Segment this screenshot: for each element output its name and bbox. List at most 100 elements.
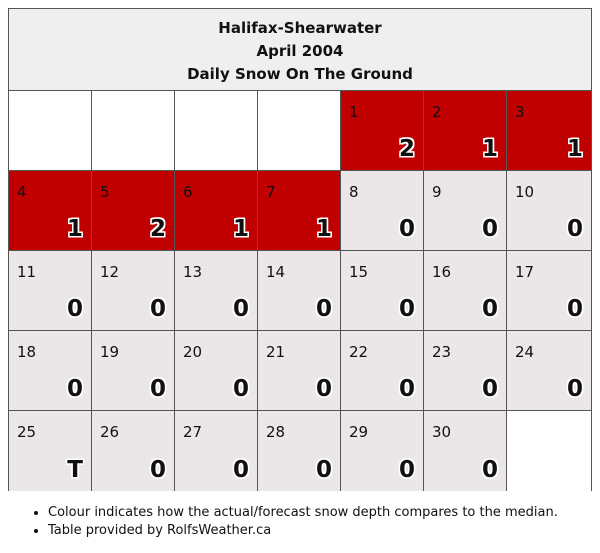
day-number: 15 bbox=[349, 263, 369, 281]
snow-depth-value: 0 bbox=[66, 376, 83, 402]
day-cell: 17 0 bbox=[507, 251, 591, 331]
empty-day-cell bbox=[9, 91, 92, 171]
empty-day-cell bbox=[92, 91, 175, 171]
day-number: 11 bbox=[17, 263, 37, 281]
day-number: 17 bbox=[515, 263, 535, 281]
calendar-grid: 1 2 2 1 3 1 4 1 5 2 6 1 7 1 8 0 9 0 10 0 11 0 12 0 13 0 14 0 15 0 16 0 1… bbox=[9, 90, 591, 491]
snow-depth-value: 0 bbox=[232, 376, 249, 402]
day-cell: 18 0 bbox=[9, 331, 92, 411]
empty-day-cell bbox=[258, 91, 341, 171]
day-number: 5 bbox=[100, 183, 110, 201]
snow-depth-value: 1 bbox=[481, 136, 498, 162]
note-item: Table provided by RolfsWeather.ca bbox=[48, 522, 558, 540]
day-number: 24 bbox=[515, 343, 535, 361]
day-cell: 12 0 bbox=[92, 251, 175, 331]
snow-depth-value: 0 bbox=[66, 296, 83, 322]
day-number: 7 bbox=[266, 183, 276, 201]
snow-depth-value: 0 bbox=[149, 457, 166, 483]
day-number: 22 bbox=[349, 343, 369, 361]
day-number: 28 bbox=[266, 423, 286, 441]
notes-list: Colour indicates how the actual/forecast… bbox=[30, 504, 558, 540]
snow-depth-value: 0 bbox=[398, 376, 415, 402]
day-cell: 20 0 bbox=[175, 331, 258, 411]
station-name: Halifax-Shearwater bbox=[218, 19, 382, 37]
day-number: 4 bbox=[17, 183, 27, 201]
snow-depth-value: 2 bbox=[149, 216, 166, 242]
day-number: 3 bbox=[515, 103, 525, 121]
day-cell: 23 0 bbox=[424, 331, 507, 411]
metric-title: Daily Snow On The Ground bbox=[187, 65, 413, 83]
snow-depth-value: 0 bbox=[566, 216, 583, 242]
day-cell: 10 0 bbox=[507, 171, 591, 251]
day-number: 8 bbox=[349, 183, 359, 201]
day-cell: 24 0 bbox=[507, 331, 591, 411]
snow-depth-value: 0 bbox=[566, 296, 583, 322]
table-header: Halifax-Shearwater April 2004 Daily Snow… bbox=[9, 9, 591, 90]
snow-depth-value: 1 bbox=[566, 136, 583, 162]
snow-depth-value: 0 bbox=[315, 457, 332, 483]
snow-depth-value: 1 bbox=[66, 216, 83, 242]
snow-depth-value: 0 bbox=[232, 457, 249, 483]
snow-depth-value: 0 bbox=[566, 376, 583, 402]
snow-depth-value: T bbox=[67, 457, 83, 483]
snow-depth-value: 0 bbox=[398, 296, 415, 322]
day-cell: 30 0 bbox=[424, 411, 507, 491]
snow-depth-value: 0 bbox=[149, 376, 166, 402]
empty-day-cell bbox=[175, 91, 258, 171]
note-item: Colour indicates how the actual/forecast… bbox=[48, 504, 558, 522]
snow-depth-value: 0 bbox=[481, 296, 498, 322]
day-cell: 21 0 bbox=[258, 331, 341, 411]
day-cell: 16 0 bbox=[424, 251, 507, 331]
day-number: 25 bbox=[17, 423, 37, 441]
day-number: 1 bbox=[349, 103, 359, 121]
day-number: 2 bbox=[432, 103, 442, 121]
day-number: 14 bbox=[266, 263, 286, 281]
snow-depth-value: 0 bbox=[315, 376, 332, 402]
snow-depth-value: 0 bbox=[481, 376, 498, 402]
day-number: 27 bbox=[183, 423, 203, 441]
day-number: 9 bbox=[432, 183, 442, 201]
snow-depth-value: 0 bbox=[398, 457, 415, 483]
day-cell: 19 0 bbox=[92, 331, 175, 411]
calendar-table: Halifax-Shearwater April 2004 Daily Snow… bbox=[8, 8, 592, 491]
snow-depth-value: 0 bbox=[315, 296, 332, 322]
day-number: 13 bbox=[183, 263, 203, 281]
day-cell: 27 0 bbox=[175, 411, 258, 491]
day-number: 20 bbox=[183, 343, 203, 361]
snow-depth-value: 0 bbox=[398, 216, 415, 242]
day-number: 26 bbox=[100, 423, 120, 441]
snow-depth-value: 0 bbox=[232, 296, 249, 322]
day-number: 16 bbox=[432, 263, 452, 281]
day-cell: 28 0 bbox=[258, 411, 341, 491]
day-cell: 11 0 bbox=[9, 251, 92, 331]
period-title: April 2004 bbox=[256, 42, 344, 60]
day-cell: 26 0 bbox=[92, 411, 175, 491]
day-number: 21 bbox=[266, 343, 286, 361]
day-number: 23 bbox=[432, 343, 452, 361]
day-number: 6 bbox=[183, 183, 193, 201]
snow-depth-value: 0 bbox=[149, 296, 166, 322]
empty-day-cell bbox=[507, 411, 591, 491]
day-number: 10 bbox=[515, 183, 535, 201]
day-cell: 14 0 bbox=[258, 251, 341, 331]
snow-depth-value: 0 bbox=[481, 216, 498, 242]
day-number: 29 bbox=[349, 423, 369, 441]
snow-depth-value: 0 bbox=[481, 457, 498, 483]
day-cell: 13 0 bbox=[175, 251, 258, 331]
day-cell: 22 0 bbox=[341, 331, 424, 411]
day-cell: 15 0 bbox=[341, 251, 424, 331]
day-number: 30 bbox=[432, 423, 452, 441]
day-cell: 25 T bbox=[9, 411, 92, 491]
snow-depth-value: 2 bbox=[398, 136, 415, 162]
day-cell: 29 0 bbox=[341, 411, 424, 491]
day-number: 19 bbox=[100, 343, 120, 361]
